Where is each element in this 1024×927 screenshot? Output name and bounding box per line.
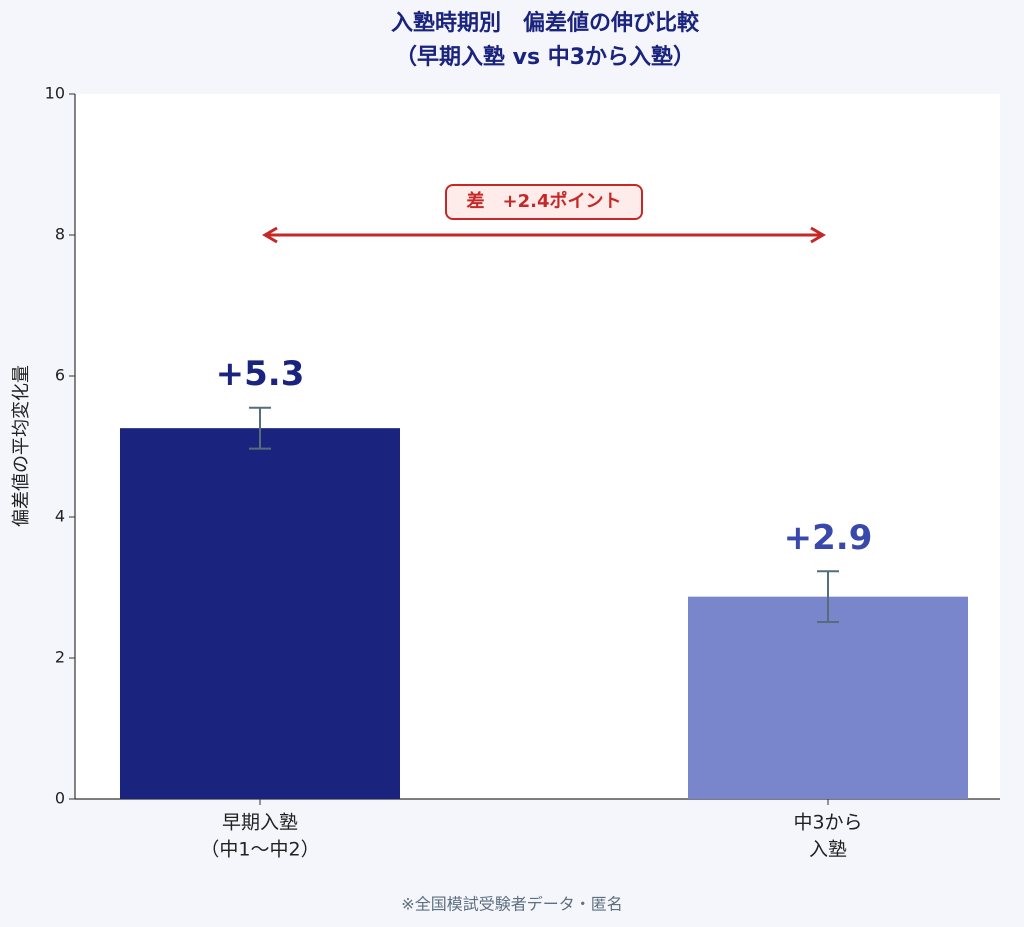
annotation-box	[445, 184, 643, 220]
error-bar	[249, 406, 271, 450]
annotation-text: 差 +2.4ポイント	[467, 190, 622, 212]
chart-title: 入塾時期別 偏差値の伸び比較	[391, 10, 700, 36]
y-axis-label: 偏差値の平均変化量	[11, 365, 32, 527]
y-tick-label: 4	[55, 507, 65, 526]
arrow-head	[810, 226, 826, 244]
y-tick-label: 0	[55, 789, 65, 808]
error-bar	[817, 570, 839, 624]
difference-arrow	[262, 226, 826, 244]
chart-title: （早期入塾 vs 中3から入塾）	[395, 44, 695, 70]
value-label: +2.9	[784, 518, 873, 558]
x-tick-label: （中1〜中2）	[200, 839, 319, 861]
x-tick-label: 入塾	[809, 839, 847, 861]
y-tick-label: 2	[55, 648, 65, 667]
bar	[688, 596, 968, 799]
y-tick-label: 8	[55, 225, 65, 244]
arrow-head	[262, 226, 278, 244]
value-label: +5.3	[216, 354, 305, 394]
bar	[120, 428, 400, 799]
footnote: ※全国模試受験者データ・匿名	[401, 895, 622, 914]
y-tick-label: 6	[55, 366, 65, 385]
x-tick-label: 早期入塾	[222, 812, 298, 834]
y-tick-label: 10	[45, 84, 65, 103]
x-tick-label: 中3から	[793, 812, 862, 834]
